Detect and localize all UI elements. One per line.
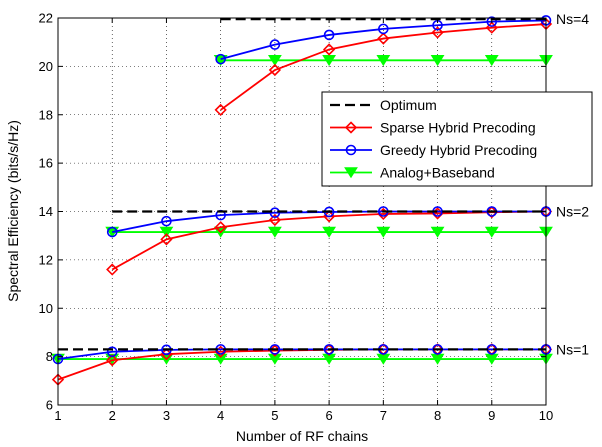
x-tick-label: 10 — [539, 408, 553, 423]
x-tick-label: 7 — [380, 408, 387, 423]
y-tick-label: 6 — [46, 398, 53, 413]
legend-label: Optimum — [380, 97, 437, 113]
y-tick-label: 12 — [39, 252, 53, 267]
legend-label: Analog+Baseband — [380, 165, 495, 181]
legend-entry-greedy: Greedy Hybrid Precoding — [330, 142, 537, 158]
data-point — [215, 53, 226, 65]
x-tick-label: 5 — [271, 408, 278, 423]
data-point — [106, 226, 118, 238]
x-tick-label: 4 — [217, 408, 224, 423]
data-point — [159, 226, 174, 238]
data-point — [323, 29, 335, 41]
series-sparse-ns4 — [214, 17, 553, 117]
data-point — [376, 55, 391, 67]
x-tick-label: 2 — [109, 408, 116, 423]
data-point — [378, 23, 389, 35]
data-point — [106, 263, 119, 276]
data-point — [214, 103, 227, 117]
legend-label: Greedy Hybrid Precoding — [380, 142, 537, 158]
legend: Optimum Sparse Hybrid Precoding Greedy Hyb… — [321, 91, 593, 187]
legend-entry-analog: Analog+Baseband — [330, 165, 495, 181]
series-analog-ns2 — [105, 226, 553, 238]
y-tick-label: 16 — [39, 156, 53, 171]
data-point — [431, 26, 444, 39]
legend-entry-optimum: Optimum — [330, 97, 437, 113]
data-point — [486, 16, 498, 27]
group-annotations: Ns=4 Ns=2 Ns=1 — [556, 11, 589, 357]
legend-box — [321, 91, 593, 187]
series-line — [220, 23, 547, 111]
legend-entry-sparse: Sparse Hybrid Precoding — [330, 120, 536, 136]
x-tick-label: 3 — [163, 408, 170, 423]
legend-swatch-marker — [344, 121, 358, 134]
x-tick-label: 6 — [325, 408, 332, 423]
x-axis-title: Number of RF chains — [236, 428, 368, 444]
data-point — [377, 32, 390, 45]
legend-swatch-marker — [344, 167, 358, 179]
data-point — [322, 343, 336, 356]
x-tick-label: 1 — [54, 408, 61, 423]
y-tick-label: 18 — [39, 107, 53, 122]
data-point — [485, 21, 498, 34]
y-tick-label: 20 — [39, 59, 53, 74]
data-point — [214, 221, 227, 234]
data-point — [160, 233, 173, 246]
data-point — [269, 207, 281, 219]
x-tick-label: 8 — [434, 408, 441, 423]
annotation-label: Ns=2 — [556, 204, 589, 220]
data-point — [268, 63, 282, 77]
annotation-label: Ns=1 — [556, 341, 589, 357]
data-point — [267, 55, 282, 67]
data-point — [322, 226, 337, 238]
y-axis-title: Spectral Efficiency (bits/s/Hz) — [5, 120, 21, 302]
legend-label: Sparse Hybrid Precoding — [380, 120, 536, 136]
legend-swatch-marker — [345, 144, 357, 156]
data-point — [430, 55, 445, 67]
annotation-label: Ns=4 — [556, 11, 589, 27]
series-analog-ns4 — [213, 55, 553, 67]
data-point — [376, 226, 391, 238]
y-tick-label: 8 — [46, 349, 53, 364]
data-point — [269, 39, 281, 50]
data-point — [268, 213, 282, 227]
data-point — [322, 43, 336, 56]
data-point — [484, 226, 499, 238]
data-point — [430, 226, 445, 238]
data-point — [267, 226, 282, 238]
y-tick-label: 10 — [39, 301, 53, 316]
data-point — [484, 55, 499, 67]
y-tick-label: 14 — [39, 204, 53, 219]
x-tick-label: 9 — [488, 408, 495, 423]
data-point — [106, 354, 119, 367]
data-point — [106, 346, 118, 358]
y-tick-label: 22 — [39, 11, 53, 26]
data-point — [161, 215, 172, 227]
